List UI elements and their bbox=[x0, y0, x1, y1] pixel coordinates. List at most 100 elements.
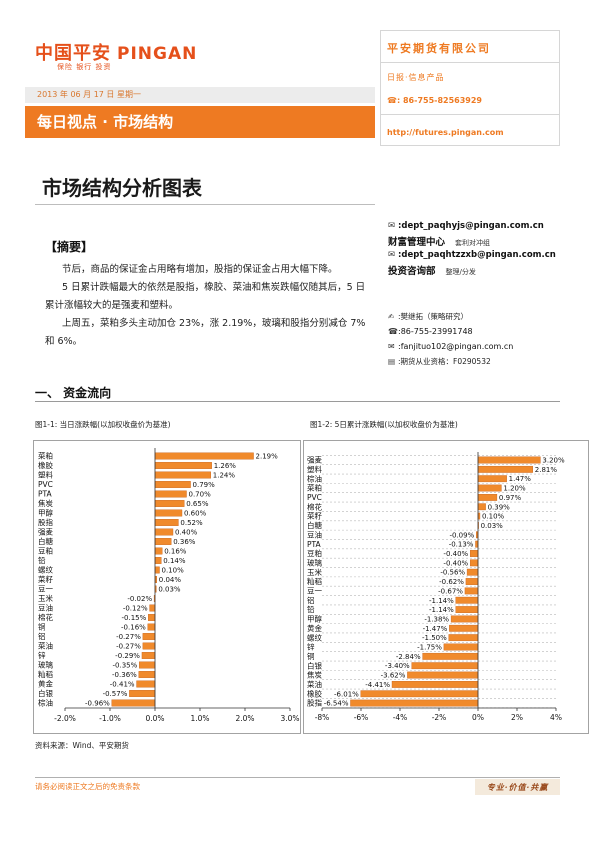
summary-paragraph: 5 日累计跌幅最大的依然是股指，橡胶、菜油和焦炭跌幅仅随其后，5 日累计涨幅较大… bbox=[45, 282, 366, 311]
analyst-license: :期货从业资格：F0290532 bbox=[398, 357, 491, 366]
chart-2-bar bbox=[455, 596, 479, 604]
chart-2-value-label: -1.75% bbox=[417, 644, 442, 652]
analyst-license-row: :期货从业资格：F0290532 bbox=[388, 356, 491, 367]
chart-1-value-label: 0.36% bbox=[173, 538, 196, 546]
chart-1-bar bbox=[147, 623, 156, 631]
chart-2-tick-label: 0% bbox=[472, 713, 484, 722]
chart-1-category-label: 菜粕 bbox=[38, 451, 53, 461]
chart-1-value-label: -0.96% bbox=[85, 700, 110, 708]
chart-2-value-label: 1.20% bbox=[503, 485, 526, 493]
dept-role-2: 整理/分发 bbox=[445, 268, 476, 276]
logo-tagline: 保险 银行 投资 bbox=[57, 63, 112, 71]
chart-2-value-label: 3.20% bbox=[542, 457, 565, 465]
chart-1-value-label: 1.26% bbox=[214, 462, 237, 470]
chart-1-category-label: 棕油 bbox=[38, 698, 53, 708]
contact-dept-row: 投资咨询部 整理/分发 bbox=[388, 263, 476, 277]
chart-2-category-label: 强麦 bbox=[307, 455, 322, 465]
chart-1-value-label: 0.04% bbox=[159, 576, 182, 584]
chart-2-bar bbox=[350, 699, 479, 707]
chart-2-tick-label: -4% bbox=[393, 713, 408, 722]
chart-2-bar bbox=[465, 578, 479, 585]
analyst-email-row: :fanjituo102@pingan.com.cn bbox=[388, 342, 513, 351]
chart-1-tick-label: -1.0% bbox=[99, 714, 121, 723]
chart-1-tick-label: -2.0% bbox=[54, 714, 76, 723]
chart-1-category-label: 豆油 bbox=[38, 603, 53, 613]
summary-paragraph: 节后，商品的保证金占用略有增加，股指的保证金占用大幅下降。 bbox=[62, 264, 338, 275]
chart-1-tick-label: 3.0% bbox=[280, 714, 299, 723]
chart-1-category-label: 铅 bbox=[38, 555, 46, 565]
chart-2-tick-label: 2% bbox=[511, 713, 523, 722]
chart-2-bar bbox=[477, 465, 533, 473]
chart-2-category-label: 甲醇 bbox=[307, 614, 322, 624]
chart-2-bar bbox=[477, 456, 541, 464]
chart-2-category-label: 螺纹 bbox=[307, 632, 322, 642]
slogan-stamp: 专业·价值·共赢 bbox=[475, 779, 560, 795]
analyst-phone-row: :86-755-23991748 bbox=[388, 327, 473, 336]
chart-1-value-label: -0.12% bbox=[123, 605, 148, 613]
chart-1-category-label: 玉米 bbox=[38, 593, 53, 603]
chart-2-value-label: 0.39% bbox=[488, 503, 511, 511]
section-divider bbox=[35, 401, 560, 402]
chart-2-bar bbox=[449, 624, 479, 632]
chart-1-bar bbox=[154, 471, 211, 479]
chart-1-category-label: 铜 bbox=[38, 622, 46, 632]
chart-2-bar bbox=[448, 634, 479, 642]
chart-1-value-label: 0.70% bbox=[189, 491, 212, 499]
chart-2-value-label: -1.14% bbox=[429, 606, 454, 614]
chart-1-category-label: 玻璃 bbox=[38, 660, 53, 670]
chart-1-tick-label: 2.0% bbox=[235, 714, 254, 723]
title-divider bbox=[35, 204, 375, 205]
contact-email-row: :dept_paqhyjs@pingan.com.cn bbox=[388, 221, 544, 231]
chart-1-bar bbox=[142, 642, 156, 650]
chart-2-value-label: -0.13% bbox=[449, 541, 474, 549]
certificate-icon bbox=[388, 357, 398, 366]
analyst-name: :樊继拓（策略研究） bbox=[398, 312, 469, 321]
chart-2-category-label: 豆粕 bbox=[307, 548, 322, 558]
chart-2-value-label: -1.38% bbox=[424, 615, 449, 623]
chart-2-bar bbox=[443, 643, 479, 651]
chart-1-category-label: 股指 bbox=[38, 517, 53, 527]
chart-2-category-label: PVC bbox=[307, 493, 322, 502]
chart-1-value-label: -0.29% bbox=[115, 652, 140, 660]
chart-2-category-label: 铜 bbox=[307, 651, 315, 661]
chart-1-bar bbox=[154, 557, 162, 564]
chart-1-bar bbox=[154, 547, 163, 555]
chart-1-value-label: 0.40% bbox=[175, 529, 198, 537]
chart-1-value-label: 1.24% bbox=[213, 472, 236, 480]
chart-2-category-label: 棉花 bbox=[307, 501, 322, 511]
chart-2-bar bbox=[391, 680, 479, 688]
chart-2-value-label: -3.40% bbox=[385, 662, 410, 670]
chart-2-value-label: -0.56% bbox=[440, 569, 465, 577]
chart-1-value-label: -0.36% bbox=[112, 671, 137, 679]
chart-2-category-label: 豆油 bbox=[307, 529, 322, 539]
page-title: 市场结构分析图表 bbox=[42, 176, 202, 200]
chart-1-bar bbox=[154, 538, 172, 545]
contact-email-2[interactable]: :dept_paqhtzzxb@pingan.com.cn bbox=[398, 250, 556, 260]
company-url-row: http://futures.pingan.com bbox=[381, 115, 559, 146]
contact-email-1[interactable]: :dept_paqhyjs@pingan.com.cn bbox=[398, 221, 544, 231]
company-url-link[interactable]: http://futures.pingan.com bbox=[387, 128, 504, 137]
analyst-row: :樊继拓（策略研究） bbox=[388, 311, 468, 322]
chart-2-value-label: -4.41% bbox=[365, 681, 390, 689]
chart-2-bar bbox=[469, 550, 479, 557]
company-product-row: 日报·信息产品 : 86-755-82563929 bbox=[381, 63, 559, 115]
chart-2-category-label: 玻璃 bbox=[307, 557, 322, 567]
chart-1-category-label: 菜籽 bbox=[38, 574, 53, 584]
analyst-phone: :86-755-23991748 bbox=[398, 327, 473, 336]
analyst-email[interactable]: :fanjituo102@pingan.com.cn bbox=[398, 342, 514, 351]
chart-1-bar bbox=[142, 633, 156, 640]
chart-1-bar bbox=[148, 614, 156, 621]
disclaimer-link[interactable]: 请务必阅读正文之后的免责条款 bbox=[35, 782, 140, 791]
chart-2-title: 图1-2: 5日累计涨跌幅(以加权收盘价为基准) bbox=[310, 420, 458, 429]
chart-1-bar bbox=[154, 528, 174, 536]
chart-1-bar bbox=[154, 452, 254, 460]
chart-2-bar bbox=[407, 671, 479, 679]
email-icon bbox=[388, 221, 398, 231]
chart-2-value-label: -0.67% bbox=[438, 587, 463, 595]
chart-2-value-label: -1.14% bbox=[429, 597, 454, 605]
chart-2-value-label: -1.50% bbox=[422, 634, 447, 642]
chart-1-bar bbox=[139, 661, 156, 669]
summary-body: 节后，商品的保证金占用略有增加，股指的保证金占用大幅下降。 5 日累计跌幅最大的… bbox=[45, 261, 370, 351]
chart-1-value-label: 0.03% bbox=[158, 586, 181, 594]
